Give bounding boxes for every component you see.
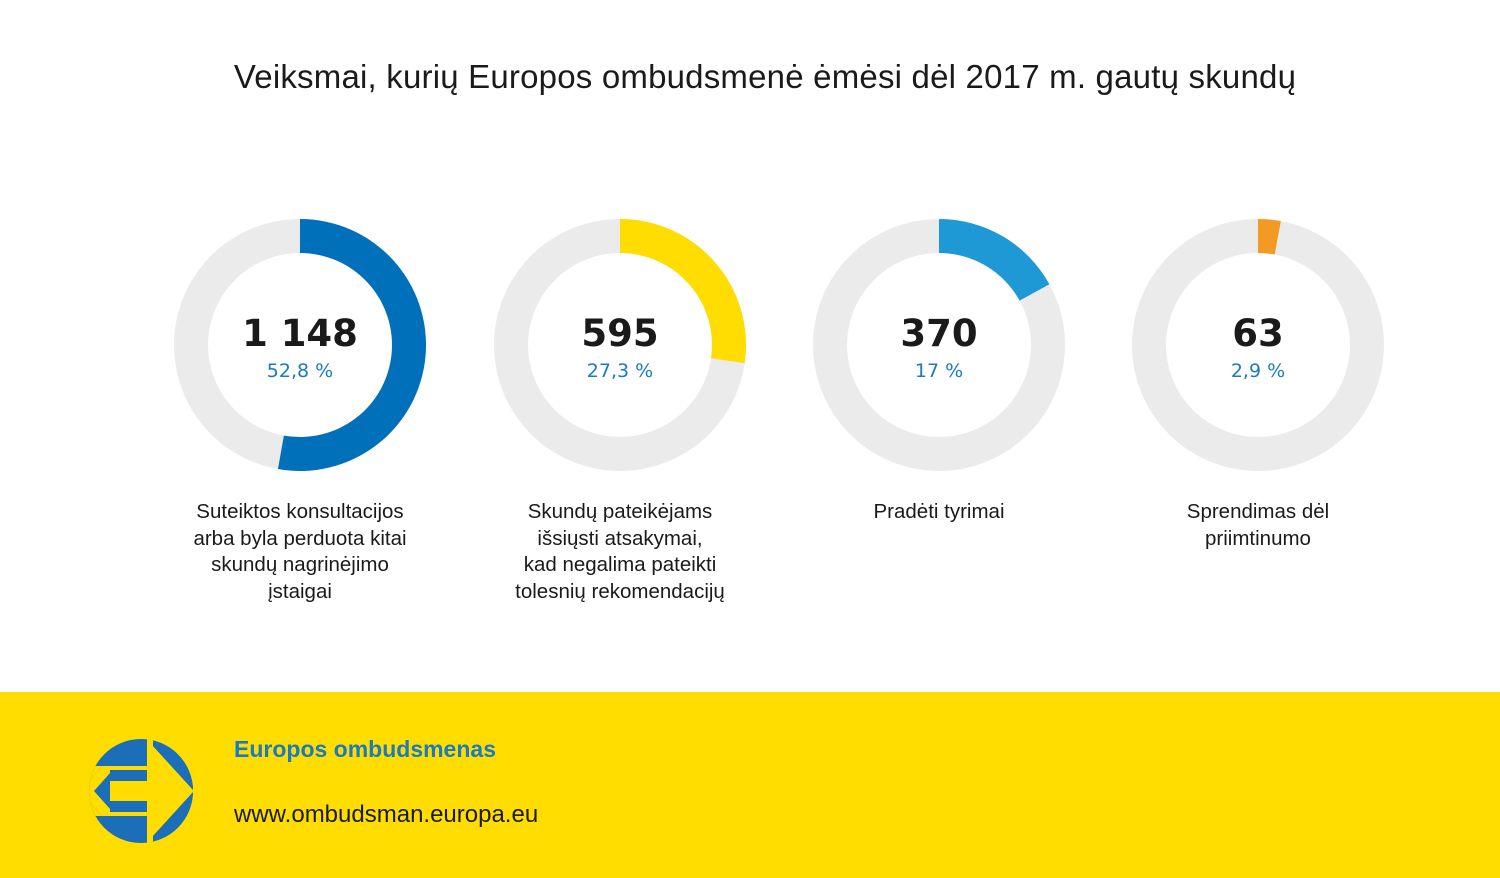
donut-label: Suteiktos konsultacijos arba byla perduo… (193, 500, 407, 603)
donut-label: Pradėti tyrimai (873, 500, 1005, 523)
donut-label: Sprendimas dėl priimtinumo (1186, 500, 1330, 550)
donut-percent: 27,3 % (587, 360, 653, 382)
donut-0: 1 148 52,8 % (174, 219, 426, 471)
donut-label: Skundų pateikėjams išsiųsti atsakymai, k… (515, 500, 725, 603)
european-ombudsman-logo-icon (89, 739, 193, 843)
donut-3: 63 2,9 % (1132, 219, 1384, 471)
organization-name: Europos ombudsmenas (234, 736, 496, 762)
donut-value: 595 (581, 312, 658, 355)
website-link[interactable]: www.ombudsman.europa.eu (234, 801, 539, 828)
donut-charts: 1 148 52,8 % 595 27,3 % 370 17 % 63 2,9 % (174, 219, 1384, 471)
donut-value: 1 148 (242, 312, 358, 355)
donut-segment (277, 219, 426, 471)
donut-segment (1258, 219, 1281, 255)
donut-percent: 52,8 % (267, 360, 333, 382)
donut-segment (620, 219, 746, 364)
donut-2: 370 17 % (813, 219, 1065, 471)
donut-value: 63 (1232, 312, 1284, 355)
donut-segment (939, 219, 1050, 301)
donut-value: 370 (900, 312, 977, 355)
donut-1: 595 27,3 % (494, 219, 746, 471)
chart-title: Veiksmai, kurių Europos ombudsmenė ėmėsi… (233, 58, 1297, 95)
donut-percent: 17 % (915, 360, 963, 382)
footer-bar (0, 692, 1500, 878)
donut-percent: 2,9 % (1231, 360, 1285, 382)
